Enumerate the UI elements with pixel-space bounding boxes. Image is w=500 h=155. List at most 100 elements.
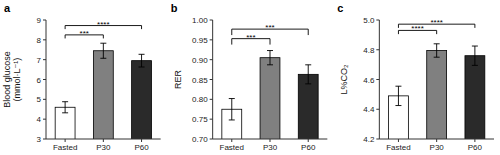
panel: 4.24.44.64.85.0L%CO₂FastedP30P60********…: [337, 2, 494, 155]
error-bar: [267, 51, 273, 65]
x-tick: [231, 139, 232, 142]
error-bar-line: [229, 99, 235, 120]
x-tick: [270, 139, 271, 142]
y-tick-label: 8: [37, 36, 42, 45]
error-bar: [434, 44, 440, 57]
x-tick: [65, 139, 66, 142]
x-tick-label: P30: [430, 143, 445, 152]
bar: [427, 50, 447, 139]
x-tick: [398, 139, 399, 142]
x-tick-label: P60: [301, 143, 316, 152]
y-axis-label: RER: [173, 70, 183, 90]
y-axis-label: L%CO₂: [339, 64, 349, 95]
bracket-drop: [103, 35, 104, 39]
y-axis: [46, 20, 47, 139]
bars: [222, 51, 318, 139]
significance-label: ***: [246, 33, 255, 42]
panel-label: a: [4, 2, 11, 14]
y-tick-label: 9: [37, 16, 42, 25]
error-bar-line: [472, 46, 478, 65]
error-bar: [229, 99, 235, 120]
bracket-drop: [65, 26, 66, 30]
y-tick-label: 1.00: [192, 16, 208, 25]
y-tick-label: 0.95: [192, 36, 208, 45]
error-bar-line: [62, 102, 68, 113]
significance-bracket: ***: [232, 23, 308, 35]
significance-bracket: ***: [232, 33, 270, 45]
x-tick-label: P60: [468, 143, 483, 152]
error-bar: [472, 46, 478, 65]
error-bar: [305, 65, 311, 84]
significance-bracket: ****: [398, 18, 474, 28]
bar: [260, 58, 280, 139]
y-axis-label: Blood glucose(mmol·L⁻¹): [2, 51, 22, 108]
bracket-drop: [474, 24, 475, 28]
y-tick-label: 4.6: [363, 76, 375, 85]
significance-label: ****: [411, 24, 423, 33]
significance-label: ****: [97, 20, 109, 29]
bracket-drop: [65, 35, 66, 39]
x-tick-label: Fasted: [53, 143, 77, 152]
bar: [465, 56, 485, 139]
significance-bracket: ***: [65, 29, 103, 39]
figure: 3 4 5 6 7 8 9 Blood glucose(mmol·L⁻¹) Fasted P30 P…: [0, 0, 500, 155]
x-tick: [141, 139, 142, 142]
panel: 3 4 5 6 7 8 9 Blood glucose(mmol·L⁻¹) Fasted P30 P…: [2, 2, 161, 155]
y-tick-label: 0.85: [192, 76, 208, 85]
y-tick-label: 0.80: [192, 95, 208, 104]
x-tick: [474, 139, 475, 142]
y-axis-label-line: (mmol·L⁻¹): [12, 58, 22, 102]
bracket-drop: [231, 39, 232, 45]
y-tick-label: 4: [37, 115, 42, 124]
error-bar: [395, 86, 401, 105]
error-bar: [100, 43, 106, 58]
y-tick-label: 7: [37, 56, 42, 65]
y-axis-label-line: RER: [173, 70, 183, 90]
bracket-drop: [398, 24, 399, 28]
bars: [55, 43, 151, 139]
error-bar: [139, 54, 145, 67]
x-tick-label: P30: [96, 143, 111, 152]
bracket-drop: [436, 30, 437, 34]
y-tick-label: 4.4: [363, 105, 375, 114]
panel-label: b: [171, 2, 178, 14]
x-tick-label: Fasted: [386, 143, 410, 152]
x-tick: [436, 139, 437, 142]
x-tick-label: Fasted: [220, 143, 244, 152]
significance-bracket: ****: [65, 20, 141, 30]
x-tick: [103, 139, 104, 142]
error-bar: [62, 102, 68, 113]
panel-label: c: [337, 2, 343, 14]
y-tick-label: 0.90: [192, 56, 208, 65]
bar: [132, 61, 152, 139]
y-tick-label: 0.70: [192, 135, 208, 144]
y-axis: [212, 20, 213, 139]
bracket-drop: [308, 29, 309, 35]
x-tick: [308, 139, 309, 142]
y-tick-label: 4.2: [363, 135, 375, 144]
y-axis: [379, 20, 380, 139]
error-bar-line: [434, 44, 440, 57]
error-bar-line: [395, 86, 401, 105]
significance-label: ***: [80, 29, 89, 38]
y-tick-label: 6: [37, 76, 42, 85]
bracket-drop: [398, 30, 399, 34]
error-bar-line: [139, 54, 145, 67]
error-bar-line: [305, 65, 311, 84]
x-tick-label: P30: [263, 143, 278, 152]
significance-label: ***: [265, 23, 274, 32]
bracket-drop: [141, 26, 142, 30]
y-tick-label: 5: [37, 95, 42, 104]
y-tick-label: 5.0: [363, 16, 375, 25]
bracket-drop: [231, 29, 232, 35]
bar: [93, 51, 113, 139]
panel: 0.70 0.75 0.80 0.85 0.90 0.95 1.00 RER Fasted P30…: [171, 2, 328, 155]
y-axis-label-line: L%CO₂: [339, 64, 349, 95]
y-tick-label: 0.75: [192, 115, 208, 124]
y-axis-label-line: Blood glucose: [2, 51, 12, 108]
x-tick-label: P60: [134, 143, 149, 152]
y-tick-label: 3: [37, 135, 42, 144]
significance-label: ****: [430, 18, 442, 27]
bars: [389, 44, 485, 139]
bracket-drop: [270, 39, 271, 45]
